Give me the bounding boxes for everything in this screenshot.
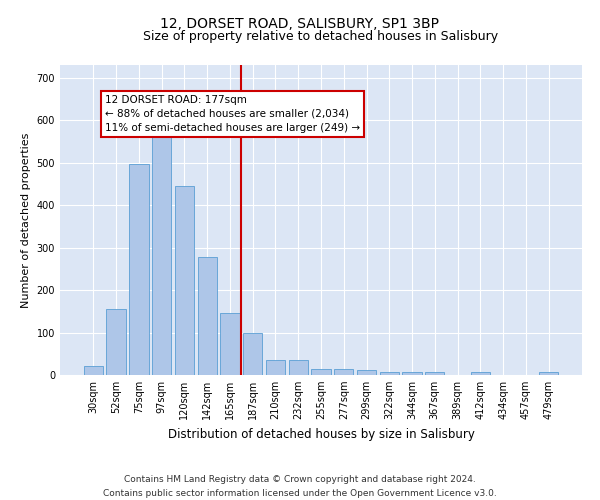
Bar [175, 186, 194, 375]
X-axis label: Distribution of detached houses by size in Salisbury: Distribution of detached houses by size … [167, 428, 475, 440]
Bar [403, 372, 422, 375]
Bar [106, 309, 126, 375]
Bar [152, 132, 172, 375]
Bar [243, 332, 262, 375]
Title: Size of property relative to detached houses in Salisbury: Size of property relative to detached ho… [143, 30, 499, 43]
Bar [311, 368, 331, 375]
Bar [334, 368, 353, 375]
Bar [425, 372, 445, 375]
Bar [357, 370, 376, 375]
Bar [84, 366, 103, 375]
Text: 12, DORSET ROAD, SALISBURY, SP1 3BP: 12, DORSET ROAD, SALISBURY, SP1 3BP [161, 18, 439, 32]
Y-axis label: Number of detached properties: Number of detached properties [21, 132, 31, 308]
Bar [539, 372, 558, 375]
Text: Contains HM Land Registry data © Crown copyright and database right 2024.
Contai: Contains HM Land Registry data © Crown c… [103, 476, 497, 498]
Bar [380, 372, 399, 375]
Bar [129, 164, 149, 375]
Bar [470, 372, 490, 375]
Bar [289, 360, 308, 375]
Bar [197, 258, 217, 375]
Text: 12 DORSET ROAD: 177sqm
← 88% of detached houses are smaller (2,034)
11% of semi-: 12 DORSET ROAD: 177sqm ← 88% of detached… [105, 94, 360, 132]
Bar [266, 360, 285, 375]
Bar [220, 314, 239, 375]
